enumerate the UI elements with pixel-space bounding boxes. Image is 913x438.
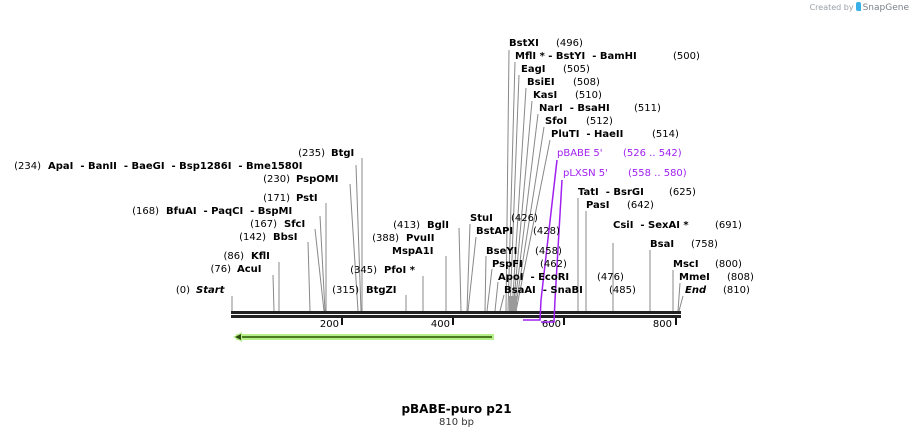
label-bstxi: BstXI [509,38,539,49]
label-kasi: KasI [533,90,557,101]
label-mspa1i: MspA1I [392,246,433,257]
label-acui-pos: (76) [210,264,231,275]
label-bsaai-pos: (485) [609,285,636,296]
label-bfuai: BfuAI - PaqCI - BspMI [166,206,292,217]
label-kfli-pos: (86) [223,251,244,262]
label-apai: ApaI - BanII - BaeGI - Bsp1286I - Bme158… [48,161,302,172]
label-eagi: EagI [521,64,545,75]
label-bbsi: BbsI [273,232,297,243]
label-tati-pos: (625) [669,187,696,198]
label-btgzi-pos: (315) [332,285,359,296]
label-end: End [685,285,707,296]
label-plxsn-5-range: (558 .. 580) [628,168,687,179]
label-sfci: SfcI [284,219,305,230]
label-mfli: MflI * - BstYI - BamHI [515,51,637,62]
label-csii: CsiI - SexAI * [613,220,689,231]
label-bseyi: BseYI [486,246,517,257]
label-bbsi-pos: (142) [239,232,266,243]
label-sfoi-pos: (512) [586,116,613,127]
label-pspomi-pos: (230) [263,174,290,185]
label-sfci-pos: (167) [250,219,277,230]
label-bsaai: BsaAI - SnaBI [504,285,583,296]
credit-prefix: Created by [809,3,854,12]
label-psti-pos: (171) [263,193,290,204]
label-mmei-pos: (808) [727,272,754,283]
label-pluti: PluTI - HaeII [551,129,623,140]
snapgene-logo-icon [855,2,861,11]
enzyme-labels-right: StuI (426) BstAPI (428) BseYI (458) PspF… [470,38,754,296]
label-btgi: BtgI [331,148,354,159]
label-stui-pos: (426) [511,213,538,224]
label-end-pos: (810) [723,285,750,296]
label-mmei: MmeI [679,272,710,283]
cut-lines-left [231,158,462,312]
label-bstapi: BstAPI [476,226,513,237]
tick-label-600: 600 [542,319,561,330]
primer-lines [523,159,563,323]
axis-ticks: 200 400 600 800 [320,318,677,330]
label-mfli-pos: (500) [673,51,700,62]
tick-label-200: 200 [320,319,339,330]
label-bstapi-pos: (428) [533,226,560,237]
label-pasi-pos: (642) [627,200,654,211]
label-nari-pos: (511) [634,103,661,114]
label-kasi-pos: (510) [575,90,602,101]
label-bsiei: BsiEI [527,77,555,88]
label-tati: TatI - BsrGI [578,187,644,198]
label-eagi-pos: (505) [563,64,590,75]
label-bfuai-pos: (168) [132,206,159,217]
label-sfoi: SfoI [545,116,567,127]
plasmid-length: 810 bp [439,417,474,428]
label-pfoi: PfoI * [384,265,416,276]
label-btgzi: BtgZI [366,285,397,296]
label-btgi-pos: (235) [298,148,325,159]
label-pasi: PasI [586,200,609,211]
cut-lines-right [466,49,684,312]
label-acui: AcuI [237,264,262,275]
label-pvuii-pos: (388) [372,233,399,244]
label-apoi-pos: (476) [597,272,624,283]
label-apoi: ApoI - EcoRI [498,272,569,283]
sequence-backbone[interactable] [231,311,681,318]
label-stui: StuI [470,213,493,224]
label-bgli: BglI [427,220,449,231]
label-plxsn-5: pLXSN 5' [563,168,608,179]
label-start: Start [196,285,226,296]
plasmid-name: pBABE-puro p21 [401,402,512,416]
label-start-pos: (0) [176,285,190,296]
label-pspfi: PspFI [492,259,523,270]
primer-labels: pBABE 5' (526 .. 542) pLXSN 5' (558 .. 5… [557,148,687,179]
credit-brand: SnapGene [862,3,909,13]
label-pbabe-5-range: (526 .. 542) [623,148,682,159]
label-kfli: KflI [251,251,270,262]
dense-cut-block [509,296,517,311]
label-nari: NarI - BsaHI [539,103,610,114]
feature-p21-arrow[interactable] [233,332,494,342]
label-msci: MscI [673,259,699,270]
label-bseyi-pos: (458) [535,246,562,257]
enzyme-labels-left: (0) Start (76) AcuI (86) KflI (142) BbsI… [14,148,449,296]
label-pluti-pos: (514) [652,129,679,140]
tick-label-400: 400 [431,319,450,330]
label-apai-pos: (234) [14,161,41,172]
label-pfoi-pos: (345) [350,265,377,276]
label-bsai: BsaI [650,239,674,250]
label-csii-pos: (691) [715,220,742,231]
label-pspfi-pos: (462) [540,259,567,270]
tick-label-800: 800 [653,319,672,330]
label-pspomi: PspOMI [296,174,338,185]
label-bgli-pos: (413) [393,220,420,231]
label-bsai-pos: (758) [691,239,718,250]
label-bstxi-pos: (496) [556,38,583,49]
label-psti: PstI [296,193,318,204]
label-msci-pos: (800) [715,259,742,270]
label-pbabe-5: pBABE 5' [557,148,603,159]
label-pvuii: PvuII [406,233,434,244]
label-bsiei-pos: (508) [573,77,600,88]
snapgene-credit: Created by SnapGene [810,2,909,13]
